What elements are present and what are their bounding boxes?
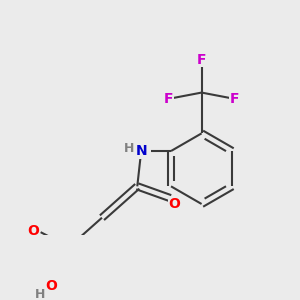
Text: H: H [124, 142, 134, 155]
Text: F: F [230, 92, 239, 106]
Text: O: O [27, 224, 39, 238]
Text: H: H [35, 288, 45, 300]
Text: N: N [135, 144, 147, 158]
Text: O: O [45, 279, 57, 293]
Text: F: F [164, 92, 173, 106]
Text: O: O [168, 197, 180, 212]
Text: F: F [197, 52, 206, 67]
